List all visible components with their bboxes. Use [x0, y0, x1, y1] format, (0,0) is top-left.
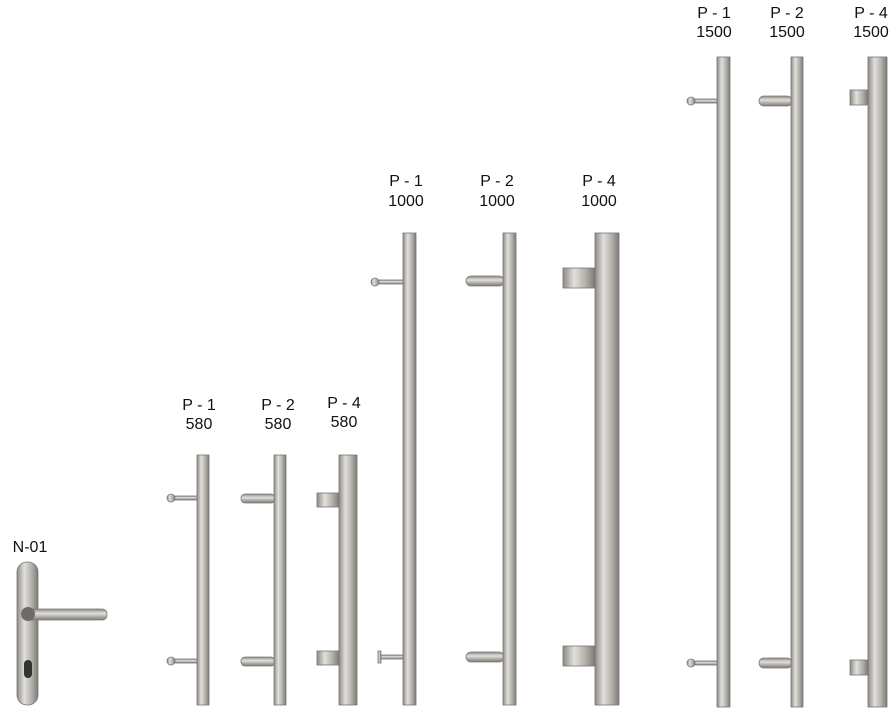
length-label: 1000 — [581, 193, 617, 210]
model-label: P - 1 — [697, 5, 731, 22]
model-label: P - 1 — [182, 397, 216, 414]
length-label: 580 — [186, 416, 213, 433]
handle-p1 — [686, 56, 731, 708]
length-label: 1500 — [769, 24, 805, 41]
model-label: P - 2 — [480, 173, 514, 190]
length-label: 1000 — [479, 193, 515, 210]
handle-p4 — [316, 454, 358, 706]
handle-p4 — [562, 232, 620, 706]
model-label: P - 4 — [582, 173, 616, 190]
model-label: N-01 — [13, 539, 48, 556]
handle-p2 — [240, 454, 287, 706]
model-label: P - 1 — [389, 173, 423, 190]
length-label: 1000 — [388, 193, 424, 210]
handle-p2 — [465, 232, 517, 706]
model-label: P - 2 — [261, 397, 295, 414]
model-label: P - 4 — [854, 5, 888, 22]
handle-p4 — [849, 56, 888, 708]
length-label: 580 — [331, 414, 358, 431]
length-label: 1500 — [696, 24, 732, 41]
length-label: 580 — [265, 416, 292, 433]
length-label: 1500 — [853, 24, 889, 41]
model-label: P - 2 — [770, 5, 804, 22]
handle-p1 — [166, 454, 210, 706]
model-label: P - 4 — [327, 395, 361, 412]
handle-p2 — [758, 56, 804, 708]
handle-p1 — [370, 232, 417, 706]
lever-handle — [16, 561, 108, 706]
